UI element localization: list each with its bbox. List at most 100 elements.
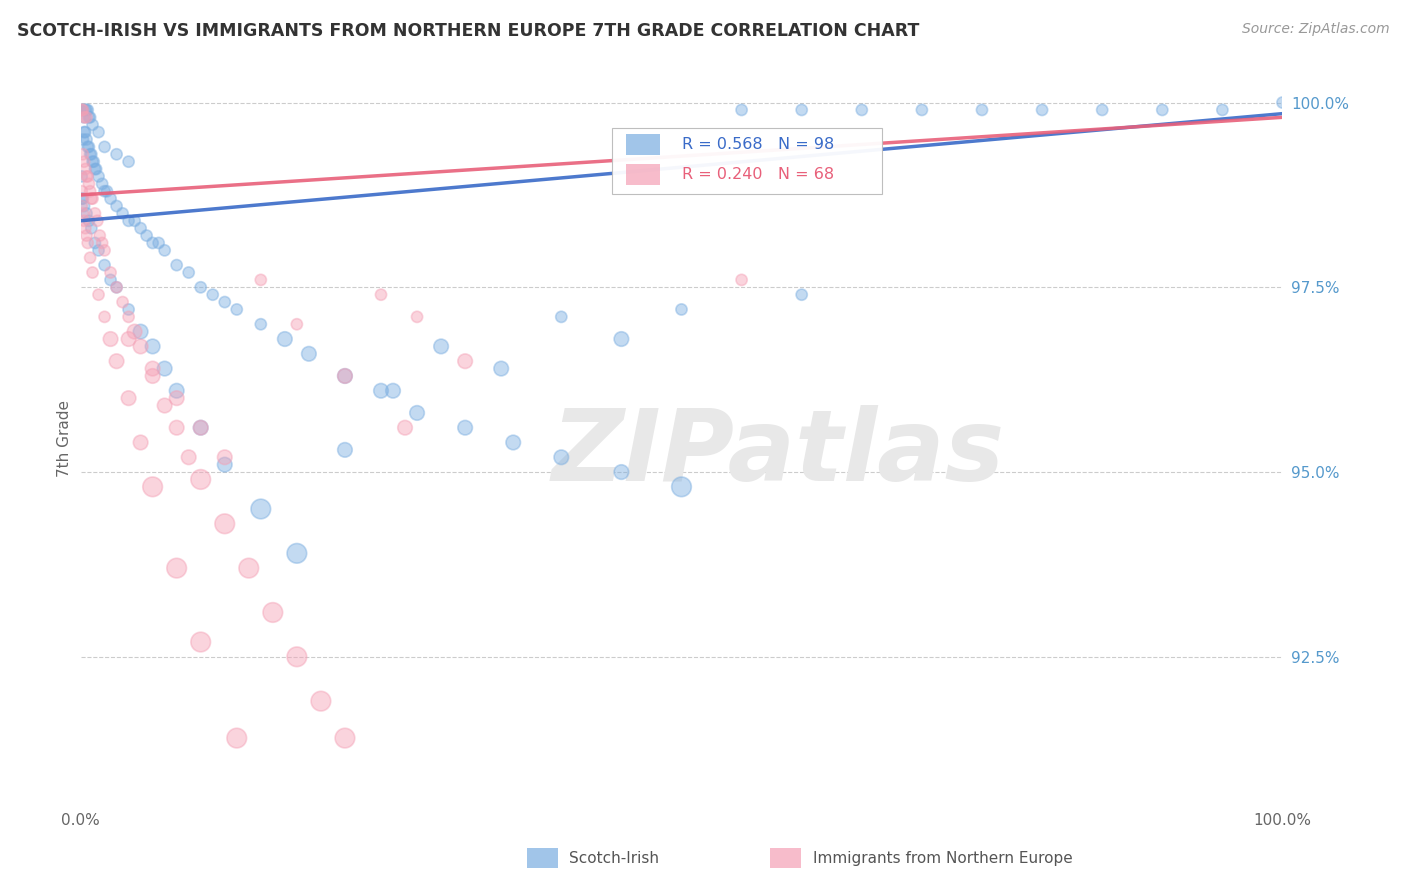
Point xyxy=(72,132,94,146)
Point xyxy=(502,435,524,450)
Point xyxy=(76,132,98,146)
Point xyxy=(166,561,188,575)
Text: Scotch-Irish: Scotch-Irish xyxy=(569,851,659,865)
Point xyxy=(135,228,157,243)
Text: Source: ZipAtlas.com: Source: ZipAtlas.com xyxy=(1241,22,1389,37)
Point xyxy=(105,280,128,294)
Point xyxy=(333,368,356,383)
Point xyxy=(76,140,98,154)
Point xyxy=(249,502,271,516)
Point xyxy=(76,103,98,117)
Point xyxy=(117,302,139,317)
Point xyxy=(166,258,188,272)
Point xyxy=(730,273,752,287)
FancyBboxPatch shape xyxy=(626,135,659,155)
Point xyxy=(111,206,134,220)
Point xyxy=(75,125,97,139)
Point xyxy=(77,140,100,154)
Point xyxy=(190,420,212,434)
Point xyxy=(76,206,98,220)
Point xyxy=(610,332,633,346)
Point xyxy=(75,103,97,117)
Bar xyxy=(527,848,558,868)
Point xyxy=(93,310,115,324)
Point xyxy=(142,361,165,376)
Point xyxy=(309,694,332,708)
Point xyxy=(142,235,165,250)
Point xyxy=(84,162,107,177)
Point xyxy=(79,251,101,265)
Point xyxy=(70,103,93,117)
Point xyxy=(610,465,633,479)
Point xyxy=(73,154,96,169)
Point xyxy=(214,516,236,531)
FancyBboxPatch shape xyxy=(626,164,659,185)
Point xyxy=(190,420,212,434)
Point xyxy=(298,347,321,361)
Point xyxy=(117,391,139,405)
Point xyxy=(430,339,453,353)
Point xyxy=(72,147,94,161)
Point xyxy=(93,184,115,198)
Point xyxy=(72,206,94,220)
Point xyxy=(166,420,188,434)
Point xyxy=(1152,103,1174,117)
Text: ZIPatlas: ZIPatlas xyxy=(551,405,1004,502)
Point xyxy=(76,169,98,184)
Point xyxy=(75,162,97,177)
Point xyxy=(75,221,97,235)
Point xyxy=(73,111,96,125)
Point xyxy=(1271,95,1294,110)
Point xyxy=(790,103,813,117)
Point xyxy=(1211,103,1233,117)
Point xyxy=(91,177,114,191)
Point xyxy=(238,561,260,575)
Point xyxy=(214,450,236,465)
Point xyxy=(70,103,93,117)
Point xyxy=(72,103,94,117)
Y-axis label: 7th Grade: 7th Grade xyxy=(58,401,72,477)
Point xyxy=(129,435,152,450)
Text: R = 0.240   N = 68: R = 0.240 N = 68 xyxy=(682,167,834,182)
Point xyxy=(142,368,165,383)
Point xyxy=(262,827,284,841)
Bar xyxy=(770,848,801,868)
Point xyxy=(124,214,146,228)
Point xyxy=(73,111,96,125)
Point xyxy=(96,184,118,198)
Point xyxy=(84,206,107,220)
Point xyxy=(76,235,98,250)
Point xyxy=(790,287,813,301)
Point xyxy=(80,192,103,206)
Point xyxy=(333,442,356,457)
Point xyxy=(91,235,114,250)
Point xyxy=(76,103,98,117)
Point xyxy=(249,318,271,332)
Point xyxy=(105,280,128,294)
Point xyxy=(911,103,934,117)
Point xyxy=(285,649,308,664)
Point xyxy=(73,214,96,228)
Point xyxy=(79,147,101,161)
Point xyxy=(84,162,107,177)
Point xyxy=(117,214,139,228)
Point xyxy=(100,273,122,287)
Point xyxy=(87,125,110,139)
Point xyxy=(93,258,115,272)
Point xyxy=(406,310,429,324)
Point xyxy=(73,125,96,139)
Point xyxy=(129,325,152,339)
Point xyxy=(201,287,224,301)
Point xyxy=(129,339,152,353)
Point xyxy=(87,244,110,258)
Point xyxy=(177,450,200,465)
Point xyxy=(489,361,512,376)
Point xyxy=(671,302,693,317)
Point xyxy=(550,450,572,465)
Point xyxy=(454,420,477,434)
Point xyxy=(93,244,115,258)
Point xyxy=(70,199,93,213)
Point xyxy=(262,606,284,620)
Point xyxy=(671,480,693,494)
Point xyxy=(100,332,122,346)
